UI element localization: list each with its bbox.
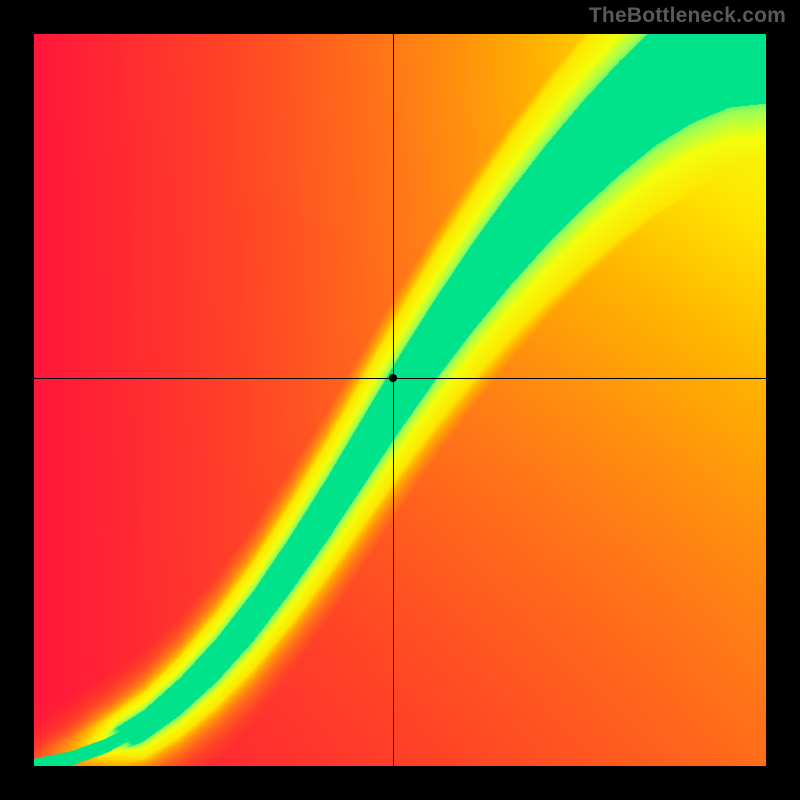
watermark-text: TheBottleneck.com bbox=[589, 4, 786, 28]
selection-marker bbox=[389, 374, 397, 382]
heatmap-plot bbox=[34, 34, 766, 766]
crosshair-vertical bbox=[393, 34, 394, 766]
crosshair-horizontal bbox=[34, 378, 766, 379]
heatmap-canvas bbox=[34, 34, 766, 766]
